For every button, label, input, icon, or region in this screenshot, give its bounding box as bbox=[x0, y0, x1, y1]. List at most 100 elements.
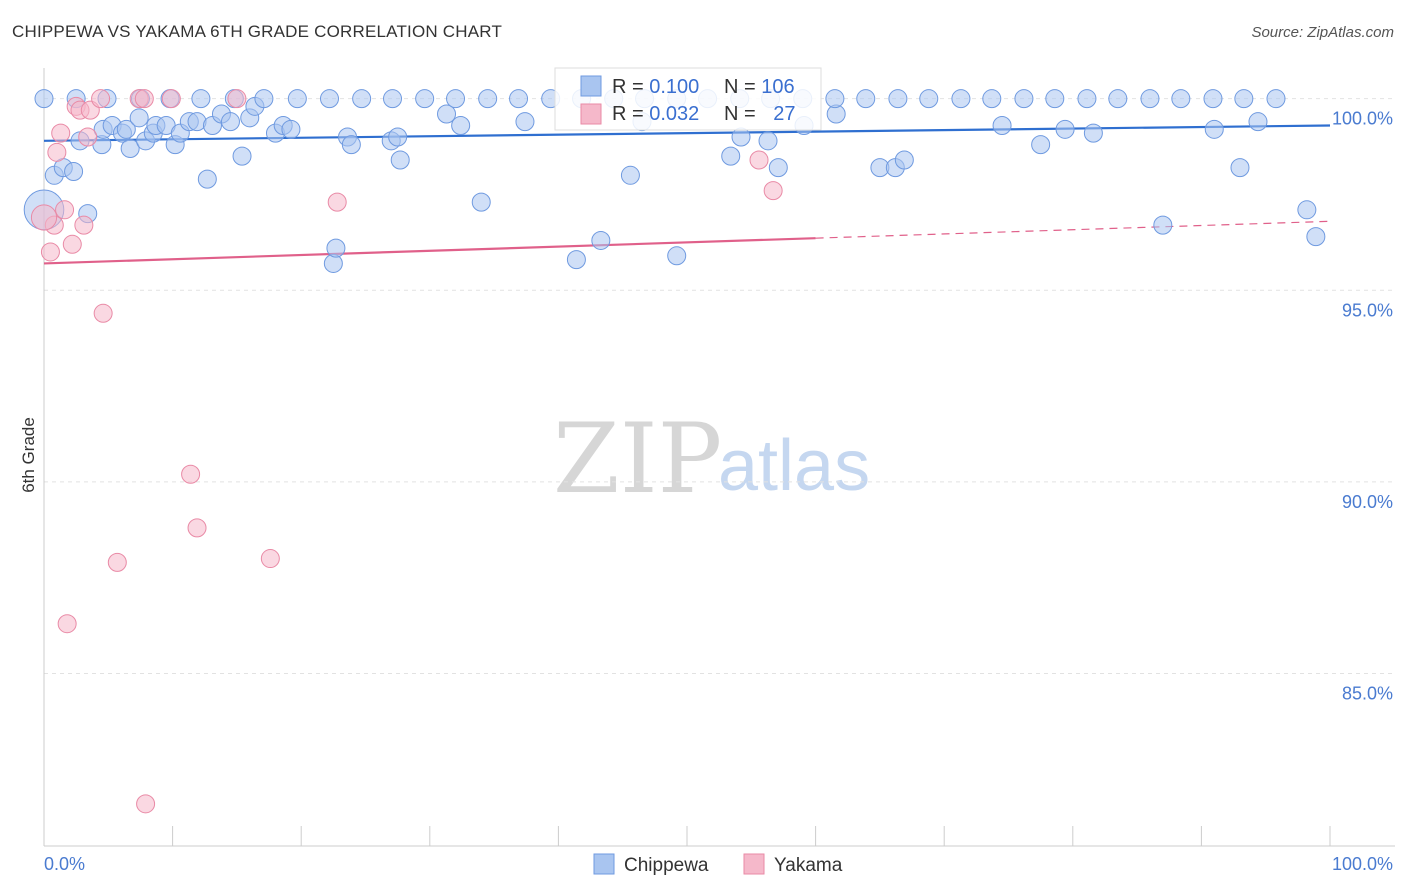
yakama-point bbox=[30, 204, 58, 231]
chippewa-point bbox=[191, 89, 211, 109]
legend-r-label: R = bbox=[612, 103, 649, 125]
yakama-point bbox=[134, 89, 154, 109]
yakama-point bbox=[78, 127, 98, 147]
svg-text:N = 27: N = 27 bbox=[724, 103, 796, 125]
yakama-trend-line-extension bbox=[815, 220, 1331, 239]
chippewa-point bbox=[1203, 89, 1223, 109]
chippewa-point bbox=[1014, 89, 1034, 109]
chippewa-point bbox=[220, 112, 240, 132]
y-tick-label: 95.0% bbox=[1342, 300, 1393, 320]
chippewa-point bbox=[129, 108, 149, 128]
chippewa-point bbox=[591, 230, 611, 250]
chippewa-point bbox=[515, 112, 535, 132]
watermark-zip: ZIP bbox=[553, 403, 722, 515]
watermark-atlas: atlas bbox=[718, 426, 870, 506]
chippewa-point bbox=[982, 89, 1002, 109]
legend-r-value: 0.032 bbox=[649, 103, 699, 125]
legend-n-value: 106 bbox=[761, 76, 794, 98]
chippewa-point bbox=[509, 89, 529, 109]
legend-swatch-chippewa bbox=[593, 853, 615, 875]
svg-text:N = 106: N = 106 bbox=[724, 76, 795, 98]
legend-r-value: 0.100 bbox=[649, 76, 699, 98]
yakama-point bbox=[107, 552, 127, 572]
stats-legend: R = 0.100 N = 106 R = 0.032 N = 27 bbox=[554, 67, 822, 131]
x-tick-label: 100.0% bbox=[1332, 854, 1393, 874]
legend-r-label: R = bbox=[612, 76, 649, 98]
yakama-point bbox=[91, 89, 111, 109]
chippewa-point bbox=[281, 119, 301, 139]
chippewa-point bbox=[620, 165, 640, 185]
yakama-point bbox=[161, 89, 181, 109]
y-tick-label: 100.0% bbox=[1332, 109, 1393, 129]
chippewa-point bbox=[667, 246, 687, 266]
svg-text:R = 0.032: R = 0.032 bbox=[612, 103, 699, 125]
yakama-point bbox=[187, 518, 207, 538]
chippewa-point bbox=[1055, 119, 1075, 139]
yakama-trend-line bbox=[43, 237, 816, 265]
chippewa-point bbox=[437, 104, 457, 124]
chippewa-point bbox=[116, 119, 136, 139]
chippewa-point bbox=[768, 158, 788, 178]
chippewa-point bbox=[120, 138, 140, 158]
legend-label-chippewa: Chippewa bbox=[624, 855, 709, 876]
chippewa-point bbox=[341, 135, 361, 155]
yakama-point bbox=[51, 123, 71, 143]
chippewa-point bbox=[1266, 89, 1286, 109]
chippewa-point bbox=[721, 146, 741, 166]
chippewa-point bbox=[383, 89, 403, 109]
legend-n-label: N = bbox=[724, 103, 761, 125]
legend-label-yakama: Yakama bbox=[774, 855, 843, 876]
chippewa-point bbox=[388, 127, 408, 147]
yakama-point bbox=[40, 242, 60, 262]
legend-swatch-yakama bbox=[743, 853, 765, 875]
chippewa-point bbox=[390, 150, 410, 170]
legend-n-label: N = bbox=[724, 76, 761, 98]
chippewa-point bbox=[894, 150, 914, 170]
chippewa-point bbox=[1204, 119, 1224, 139]
chippewa-point bbox=[1077, 89, 1097, 109]
grid bbox=[44, 98, 1395, 675]
legend-swatch-yakama bbox=[580, 103, 602, 125]
y-axis-title: 6th Grade bbox=[19, 417, 38, 493]
chippewa-point bbox=[352, 89, 372, 109]
yakama-point bbox=[74, 215, 94, 235]
yakama-point bbox=[260, 549, 280, 569]
chippewa-point bbox=[992, 115, 1012, 135]
chart-title: CHIPPEWA VS YAKAMA 6TH GRADE CORRELATION… bbox=[12, 22, 503, 41]
svg-text:R = 0.100: R = 0.100 bbox=[612, 76, 699, 98]
chippewa-point bbox=[1171, 89, 1191, 109]
chippewa-point bbox=[1153, 215, 1173, 235]
chippewa-point bbox=[1083, 123, 1103, 143]
chippewa-point bbox=[1230, 158, 1250, 178]
bottom-legend: Chippewa Yakama bbox=[593, 853, 843, 876]
chippewa-point bbox=[856, 89, 876, 109]
yakama-point bbox=[749, 150, 769, 170]
y-tick-label: 90.0% bbox=[1342, 492, 1393, 512]
yakama-point bbox=[57, 614, 77, 634]
chippewa-point bbox=[731, 127, 751, 147]
chippewa-point bbox=[1306, 227, 1326, 247]
x-tick-label: 0.0% bbox=[44, 854, 85, 874]
chippewa-point bbox=[758, 131, 778, 151]
chippewa-point bbox=[1045, 89, 1065, 109]
source-note: Source: ZipAtlas.com bbox=[1251, 24, 1394, 41]
chippewa-point bbox=[232, 146, 252, 166]
chippewa-point bbox=[415, 89, 435, 109]
legend-swatch-chippewa bbox=[580, 75, 602, 97]
chippewa-point bbox=[1297, 200, 1317, 220]
yakama-point bbox=[227, 89, 247, 109]
yakama-point bbox=[327, 192, 347, 212]
chippewa-point bbox=[1234, 89, 1254, 109]
yakama-point bbox=[93, 303, 113, 323]
chippewa-trend-line bbox=[43, 124, 1331, 142]
chippewa-point bbox=[319, 89, 339, 109]
legend-n-value: 27 bbox=[773, 103, 795, 125]
chippewa-point bbox=[64, 161, 84, 181]
chippewa-point bbox=[34, 89, 54, 109]
chippewa-point bbox=[951, 89, 971, 109]
chippewa-point bbox=[888, 89, 908, 109]
yakama-point bbox=[181, 464, 201, 484]
chippewa-point bbox=[1031, 135, 1051, 155]
chippewa-point bbox=[1140, 89, 1160, 109]
